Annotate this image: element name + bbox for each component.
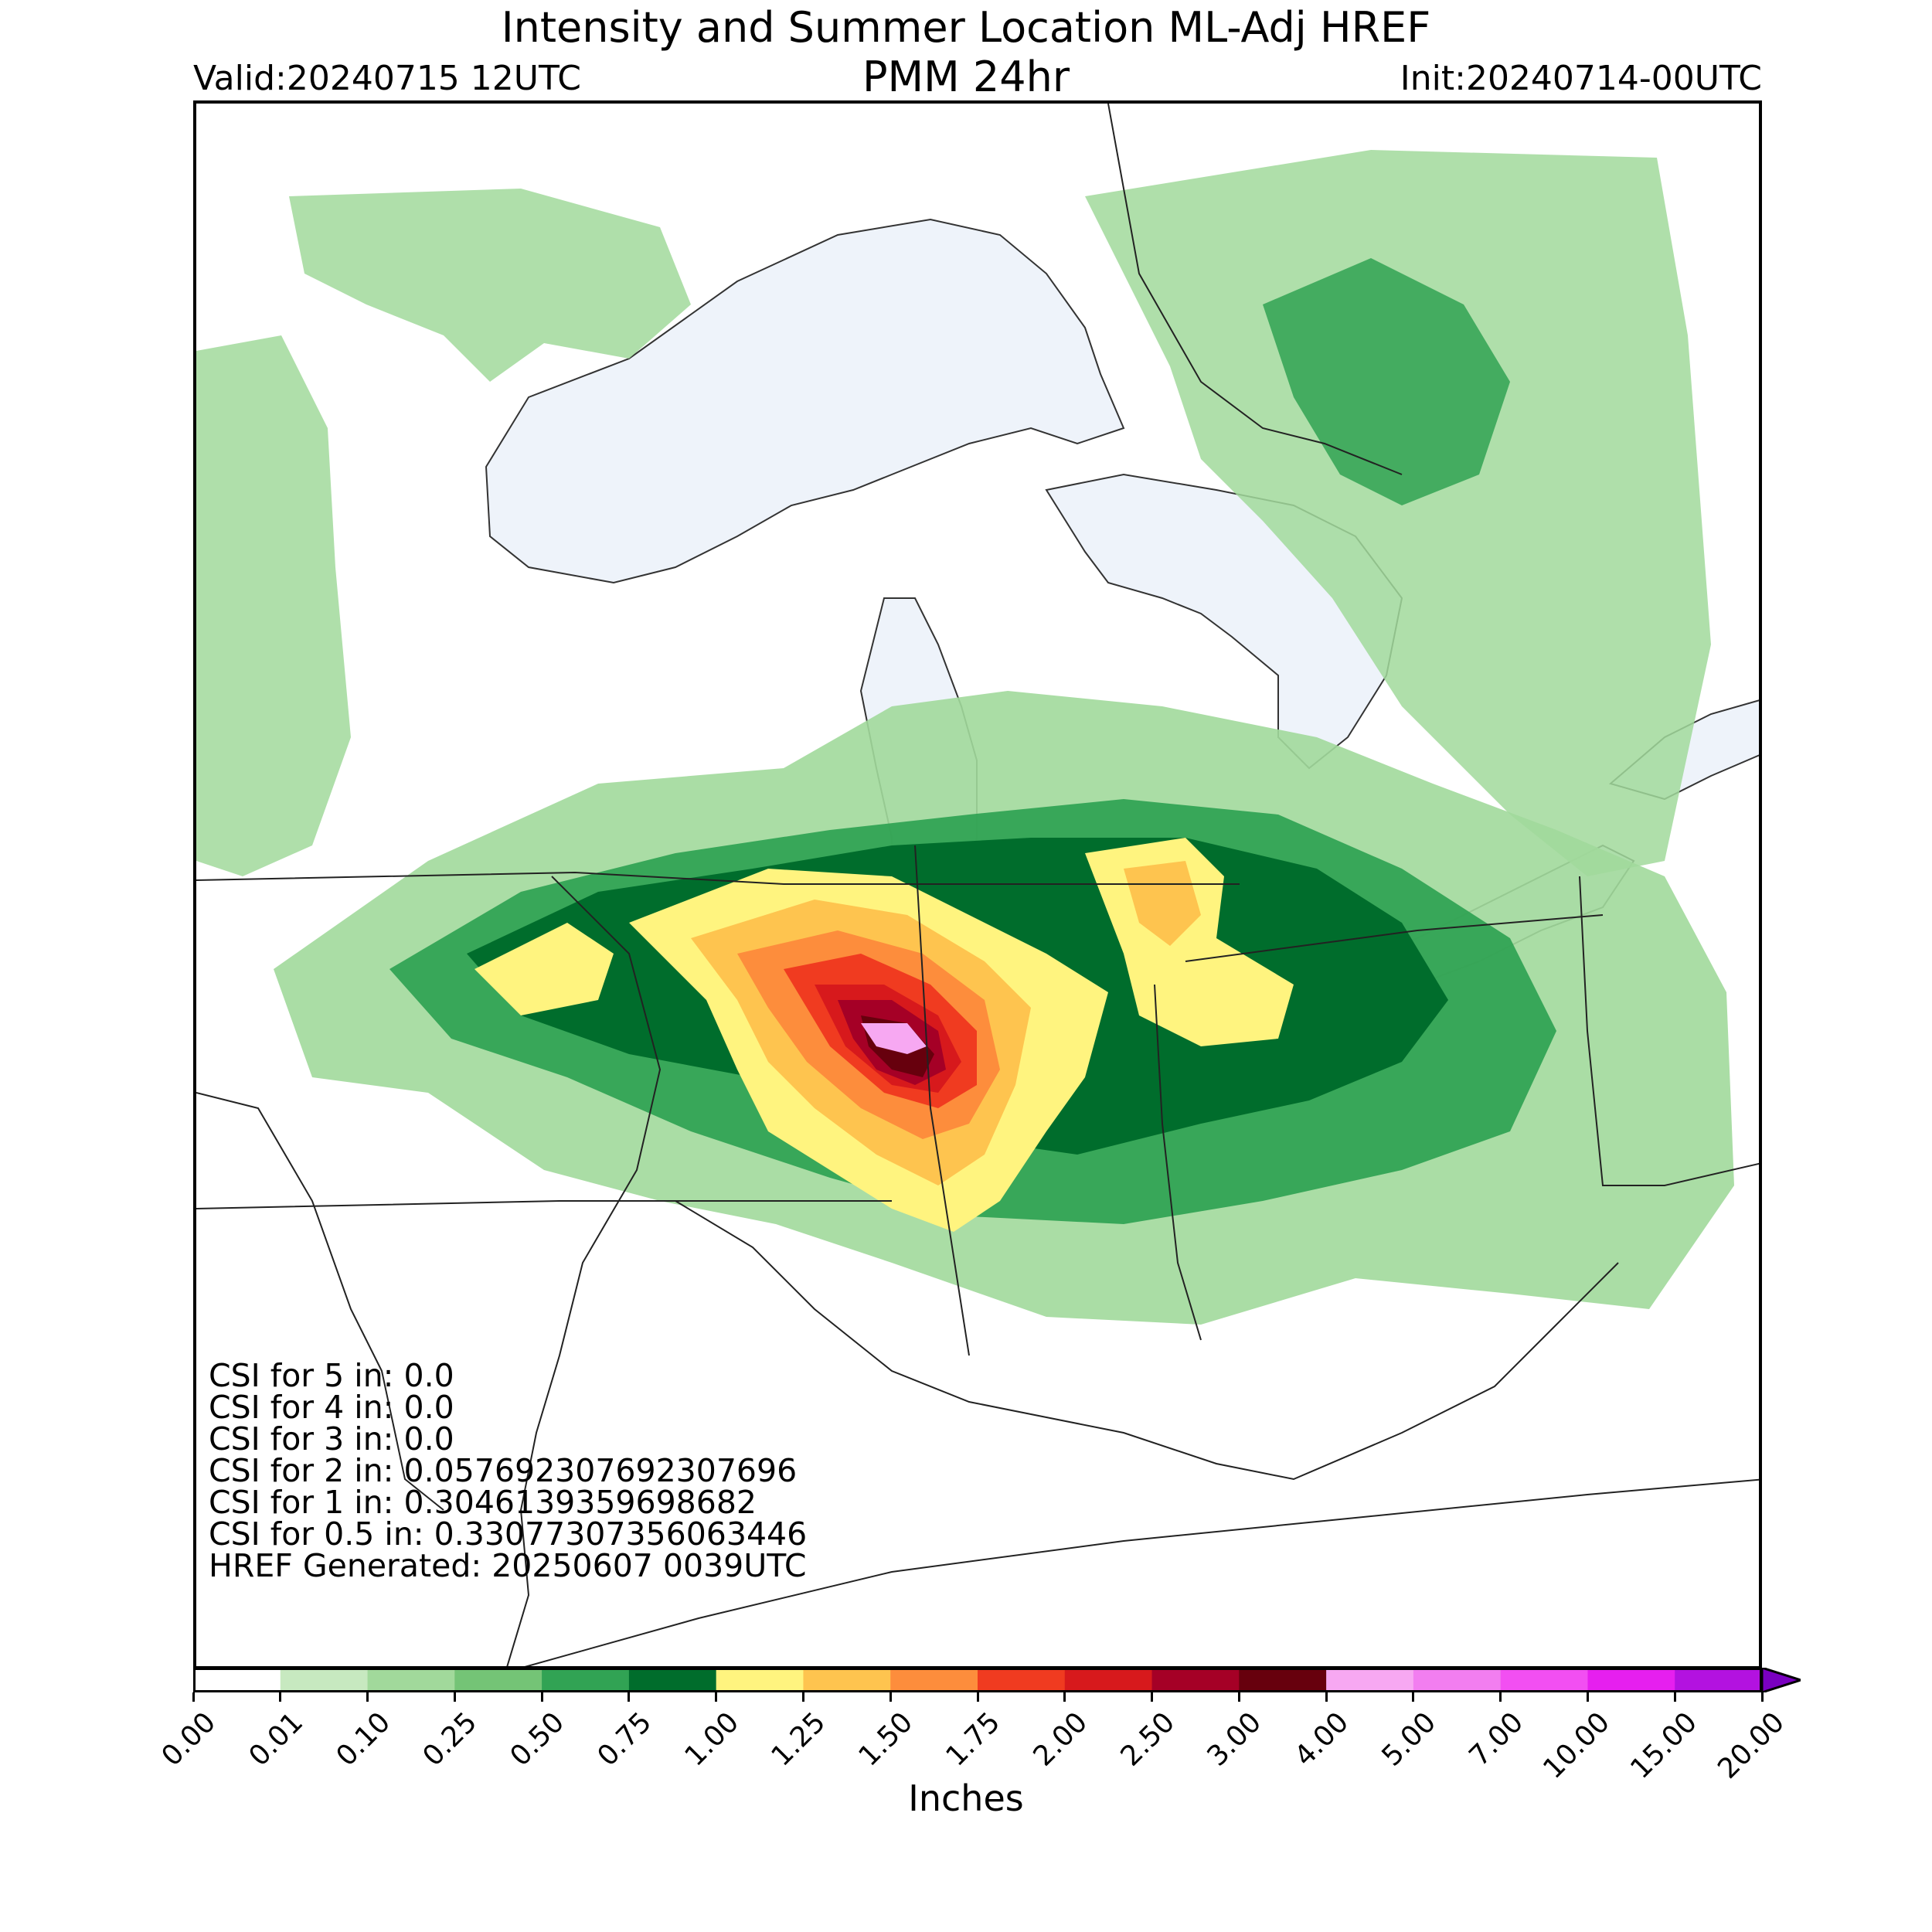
colorbar-segment bbox=[1413, 1668, 1502, 1692]
colorbar-segment bbox=[628, 1668, 717, 1692]
border-ohio-river bbox=[675, 1200, 1619, 1481]
colorbar-tick bbox=[540, 1692, 543, 1702]
border-south bbox=[524, 1478, 1759, 1666]
colorbar-tick bbox=[453, 1692, 456, 1702]
colorbar-tick bbox=[1325, 1692, 1328, 1702]
colorbar-segment bbox=[367, 1668, 455, 1692]
colorbar-segment bbox=[280, 1668, 369, 1692]
colorbar-tick-label: 0.00 bbox=[155, 1706, 223, 1773]
border-state-4 bbox=[1154, 984, 1202, 1341]
colorbar-tick bbox=[889, 1692, 892, 1702]
border-west bbox=[196, 1092, 444, 1511]
colorbar-tick bbox=[1586, 1692, 1589, 1702]
colorbar-tick-label: 10.00 bbox=[1537, 1706, 1617, 1785]
border-mississippi bbox=[506, 876, 662, 1666]
colorbar-segment bbox=[1064, 1668, 1153, 1692]
csi-4in: CSI for 4 in: 0.0 bbox=[209, 1389, 454, 1426]
colorbar-tick-label: 1.00 bbox=[679, 1706, 745, 1773]
colorbar-tick-label: 2.50 bbox=[1114, 1706, 1181, 1773]
precip-1in-west bbox=[474, 923, 614, 1015]
colorbar-tick bbox=[192, 1692, 195, 1702]
colorbar-tick-label: 15.00 bbox=[1624, 1706, 1704, 1785]
colorbar-tick bbox=[366, 1692, 369, 1702]
colorbar-segment bbox=[1675, 1668, 1763, 1692]
border-state-2 bbox=[196, 1200, 892, 1209]
colorbar-tick-label: 1.25 bbox=[765, 1706, 832, 1773]
colorbar-tick bbox=[1499, 1692, 1502, 1702]
map-title-line2: PMM 24hr bbox=[862, 53, 1070, 101]
csi-2in: CSI for 2 in: 0.057692307692307696 bbox=[209, 1452, 798, 1489]
precip-light-west bbox=[196, 335, 351, 876]
colorbar-unit-label: Inches bbox=[908, 1777, 1024, 1819]
colorbar-tick bbox=[1760, 1692, 1764, 1702]
border-state-3 bbox=[914, 845, 970, 1356]
colorbar-segment bbox=[1587, 1668, 1675, 1692]
colorbar-extend-arrow bbox=[1760, 1668, 1801, 1692]
href-generated: HREF Generated: 20250607 0039UTC bbox=[209, 1547, 807, 1584]
colorbar-tick bbox=[1673, 1692, 1676, 1702]
colorbar-tick-label: 0.75 bbox=[591, 1706, 658, 1773]
colorbar-outline bbox=[193, 1668, 1762, 1692]
border-us-canada bbox=[1107, 104, 1403, 475]
colorbar-tick bbox=[1151, 1692, 1154, 1702]
csi-1in: CSI for 1 in: 0.3046139359698682 bbox=[209, 1484, 757, 1521]
colorbar-tick-label: 7.00 bbox=[1463, 1706, 1529, 1773]
colorbar-segment bbox=[454, 1668, 543, 1692]
map-canvas bbox=[196, 104, 1759, 1666]
colorbar-tick bbox=[976, 1692, 979, 1702]
csi-5in: CSI for 5 in: 0.0 bbox=[209, 1357, 454, 1394]
colorbar bbox=[193, 1668, 1801, 1692]
colorbar-tick bbox=[279, 1692, 282, 1702]
map-title-line1: Intensity and Summer Location ML-Adj HRE… bbox=[501, 3, 1431, 52]
colorbar-tick bbox=[1063, 1692, 1066, 1702]
precip-4-00 bbox=[861, 1023, 927, 1054]
lake-superior bbox=[485, 218, 1125, 584]
colorbar-tick bbox=[1237, 1692, 1240, 1702]
csi-0-5in: CSI for 0.5 in: 0.33077307356063446 bbox=[209, 1515, 808, 1553]
colorbar-segment bbox=[803, 1668, 891, 1692]
colorbar-tick-label: 0.50 bbox=[504, 1706, 571, 1773]
colorbar-segment bbox=[978, 1668, 1066, 1692]
border-state-5 bbox=[1185, 914, 1604, 962]
colorbar-tick bbox=[801, 1692, 804, 1702]
colorbar-tick-label: 1.75 bbox=[940, 1706, 1007, 1773]
border-state-1 bbox=[196, 871, 1240, 885]
colorbar-tick-label: 2.00 bbox=[1027, 1706, 1094, 1773]
colorbar-segment bbox=[716, 1668, 804, 1692]
colorbar-segment bbox=[542, 1668, 630, 1692]
precipitation-map bbox=[193, 100, 1762, 1669]
colorbar-segment bbox=[1239, 1668, 1327, 1692]
colorbar-segment bbox=[890, 1668, 978, 1692]
colorbar-tick-label: 4.00 bbox=[1288, 1706, 1355, 1773]
csi-stats-block: CSI for 5 in: 0.0 CSI for 4 in: 0.0 CSI … bbox=[209, 1360, 807, 1582]
colorbar-tick bbox=[628, 1692, 631, 1702]
colorbar-tick-label: 0.25 bbox=[417, 1706, 484, 1773]
colorbar-tick-label: 0.01 bbox=[243, 1706, 309, 1773]
colorbar-tick-label: 0.10 bbox=[330, 1706, 396, 1773]
colorbar-segment bbox=[1151, 1668, 1240, 1692]
colorbar-tick-label: 3.00 bbox=[1201, 1706, 1268, 1773]
init-time-label: Init:20240714-00UTC bbox=[1400, 59, 1762, 98]
colorbar-tick-labels: 0.00 0.01 0.10 0.25 0.50 0.75 1.00 1.25 1.50 1.75… bbox=[0, 1692, 1932, 1793]
political-borders bbox=[196, 104, 1759, 1666]
colorbar-tick-label: 5.00 bbox=[1376, 1706, 1443, 1773]
precip-light-north bbox=[289, 189, 691, 382]
colorbar-segment bbox=[1326, 1668, 1414, 1692]
precip-light-ne bbox=[1085, 150, 1711, 876]
valid-time-label: Valid:20240715 12UTC bbox=[193, 59, 582, 98]
csi-3in: CSI for 3 in: 0.0 bbox=[209, 1420, 454, 1458]
colorbar-tick-label: 1.50 bbox=[852, 1706, 920, 1773]
border-east-state bbox=[1579, 876, 1759, 1186]
colorbar-segment bbox=[1500, 1668, 1588, 1692]
colorbar-tick bbox=[715, 1692, 718, 1702]
precip-1-25-east bbox=[1124, 861, 1201, 946]
colorbar-segment bbox=[193, 1668, 281, 1692]
colorbar-tick-label: 20.00 bbox=[1712, 1706, 1791, 1785]
colorbar-tick bbox=[1412, 1692, 1415, 1702]
